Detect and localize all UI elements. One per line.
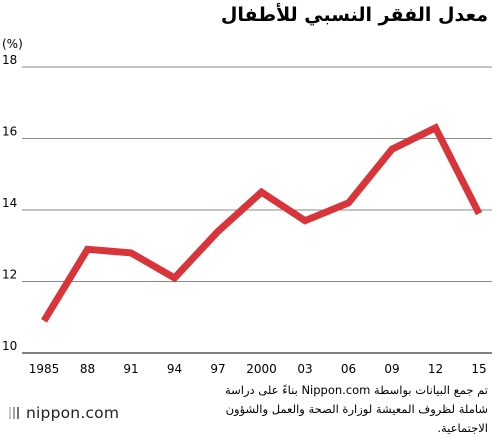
y-axis-ticks: 10 12 14 16 18 bbox=[2, 53, 17, 353]
series-line-group bbox=[44, 128, 479, 321]
x-tick-label: 03 bbox=[297, 362, 312, 376]
x-tick-label: 97 bbox=[210, 362, 225, 376]
x-tick-label: 15 bbox=[471, 362, 486, 376]
source-note: تم جمع البيانات بواسطة Nippon.com بناءً … bbox=[198, 381, 488, 438]
x-tick-label: 09 bbox=[384, 362, 399, 376]
x-tick-label: 88 bbox=[80, 362, 95, 376]
y-tick-label: 16 bbox=[2, 125, 17, 139]
x-tick-label: 12 bbox=[428, 362, 443, 376]
y-tick-label: 18 bbox=[2, 53, 17, 67]
logo-text: nippon.com bbox=[26, 404, 119, 422]
series-line bbox=[44, 128, 479, 321]
y-axis-unit-label: (%) bbox=[2, 37, 23, 51]
y-tick-label: 10 bbox=[2, 339, 17, 353]
nippon-logo-icon bbox=[8, 405, 22, 421]
x-tick-label: 1985 bbox=[29, 362, 60, 376]
x-tick-label: 2000 bbox=[246, 362, 277, 376]
x-tick-label: 91 bbox=[123, 362, 138, 376]
x-tick-label: 94 bbox=[167, 362, 182, 376]
x-axis-ticks: 1985 88 91 94 97 2000 03 06 09 12 15 bbox=[29, 362, 487, 376]
nippon-logo: nippon.com bbox=[8, 402, 119, 424]
y-tick-label: 12 bbox=[2, 268, 17, 282]
x-tick-label: 06 bbox=[341, 362, 356, 376]
y-tick-label: 14 bbox=[2, 196, 17, 210]
